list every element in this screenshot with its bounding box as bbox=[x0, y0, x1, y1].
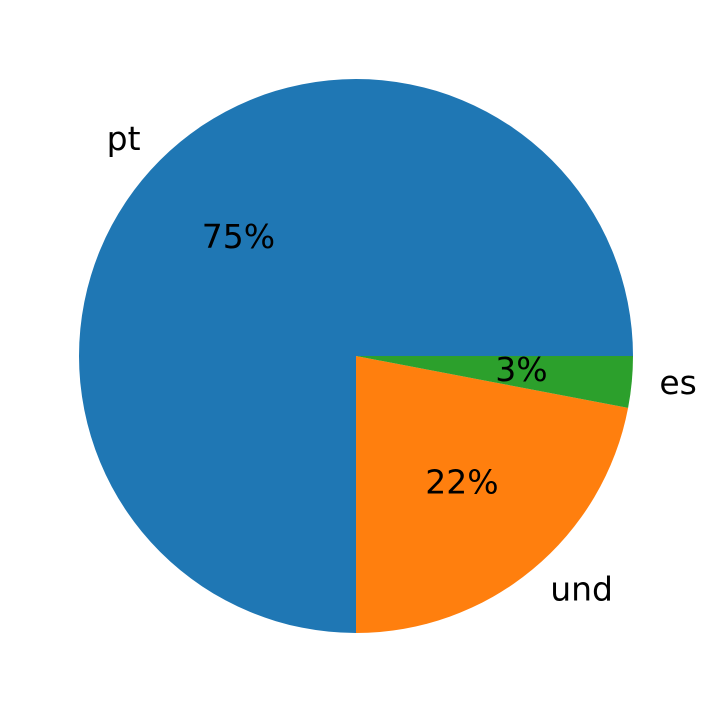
pie-slice bbox=[356, 356, 633, 408]
value-label: 75% bbox=[202, 217, 275, 256]
slice-label: pt bbox=[107, 119, 141, 158]
value-label: 3% bbox=[495, 350, 547, 389]
pie-slice bbox=[356, 356, 629, 633]
value-label: 22% bbox=[425, 463, 498, 502]
slice-label: es bbox=[659, 363, 697, 402]
slice-label: und bbox=[550, 569, 613, 608]
